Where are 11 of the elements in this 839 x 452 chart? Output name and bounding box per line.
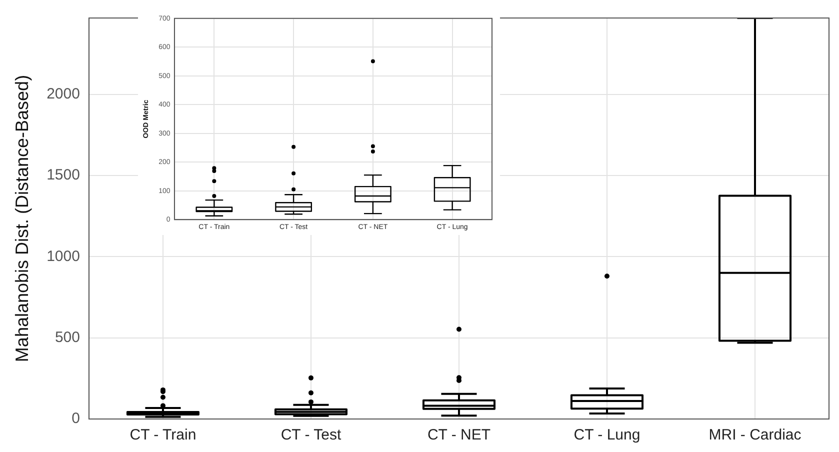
- y-tick-label: 1000: [46, 248, 80, 265]
- y-tick-label: 0: [72, 410, 80, 428]
- y-tick-label: 2000: [46, 85, 80, 102]
- y-tick-label: 500: [54, 328, 80, 346]
- x-tick-label: CT - Test: [280, 426, 342, 444]
- x-tick-label: CT - Train: [130, 426, 196, 444]
- x-tick-label: CT - NET: [427, 426, 491, 444]
- y-tick-label: 1500: [46, 166, 80, 184]
- x-tick-label: CT - Lung: [574, 426, 640, 444]
- y-axis-title: Mahalanobis Dist. (Distance-Based): [12, 74, 32, 362]
- x-tick-label: MRI - Cardiac: [708, 426, 802, 444]
